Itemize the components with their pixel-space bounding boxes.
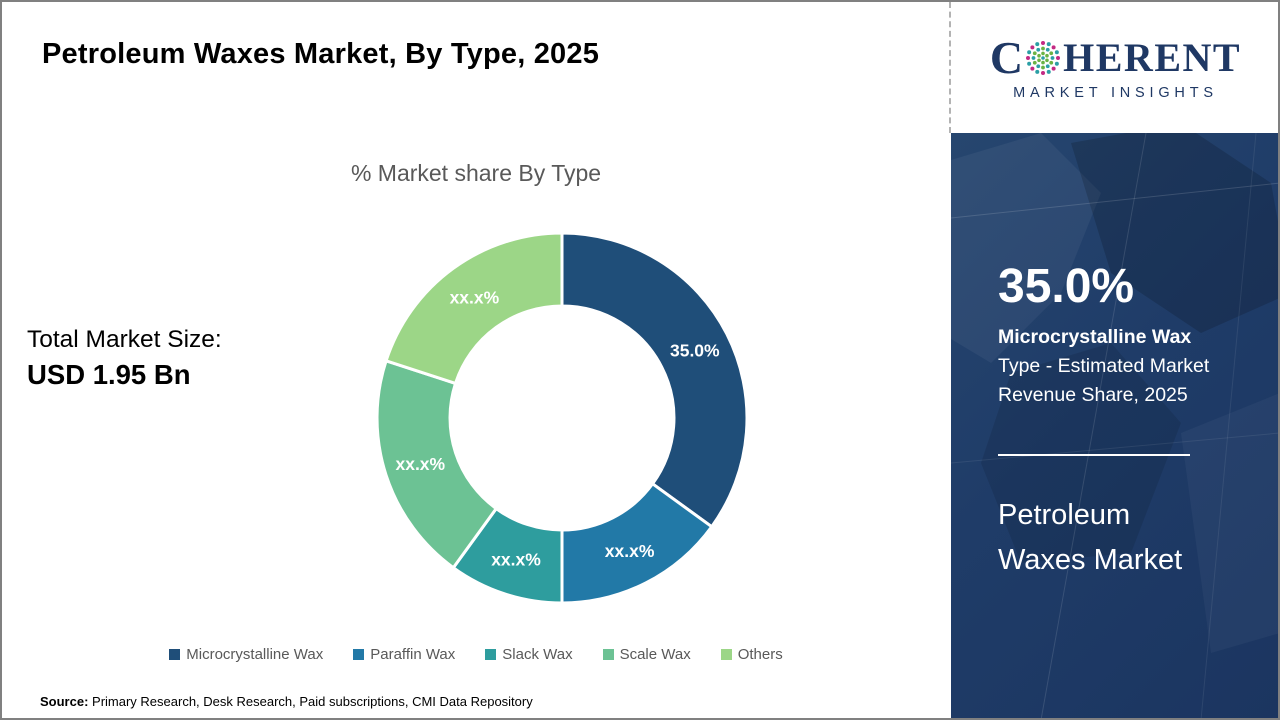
logo-letter-c: C — [989, 31, 1024, 83]
stat-description: Microcrystalline Wax Type - Estimated Ma… — [998, 323, 1209, 410]
total-market-size-label: Total Market Size: — [27, 326, 222, 353]
legend-label: Slack Wax — [502, 646, 573, 663]
legend-item-scale-wax: Scale Wax — [602, 646, 691, 663]
world-map-texture — [951, 133, 1278, 718]
market-name-line2: Waxes Market — [998, 544, 1183, 576]
chart-title: % Market share By Type — [350, 160, 602, 186]
source-line: Source: Primary Research, Desk Research,… — [40, 694, 533, 709]
legend-swatch-icon — [602, 649, 614, 660]
source-text: Primary Research, Desk Research, Paid su… — [88, 694, 533, 709]
logo-subtitle: MARKET INSIGHTS — [1013, 84, 1218, 101]
stat-value: 35.0% — [998, 260, 1135, 313]
source-label: Source: — [40, 694, 89, 709]
company-logo: C HERENT MARKET INSIGHTS — [951, 2, 1278, 133]
donut-segment-microcrystalline-wax — [560, 231, 749, 529]
legend-swatch-icon — [485, 649, 497, 660]
header-divider-dashed — [949, 2, 951, 133]
logo-wordmark: C HERENT — [989, 31, 1242, 83]
donut-segment-scale-wax — [375, 359, 498, 570]
legend-swatch-icon — [169, 649, 181, 660]
market-name-line1: Petroleum — [998, 499, 1131, 531]
legend-label: Others — [737, 646, 783, 663]
sidebar-divider — [998, 454, 1190, 456]
total-market-size-value: USD 1.95 Bn — [27, 359, 191, 390]
stat-description-line1: Microcrystalline Wax — [998, 326, 1192, 348]
logo-wordmark-rest: HERENT — [1063, 34, 1242, 80]
legend-item-microcrystalline-wax: Microcrystalline Wax — [169, 646, 323, 663]
donut-segment-value-scale-wax: xx.x% — [395, 454, 445, 474]
donut-segment-value-slack-wax: xx.x% — [491, 550, 541, 570]
legend-swatch-icon — [720, 649, 732, 660]
legend-label: Scale Wax — [619, 646, 691, 663]
market-name: Petroleum Waxes Market — [998, 493, 1182, 583]
legend-item-paraffin-wax: Paraffin Wax — [353, 646, 455, 663]
chart-legend: Microcrystalline Wax Paraffin Wax Slack Wa… — [2, 646, 950, 663]
legend-label: Paraffin Wax — [370, 646, 456, 663]
donut-segment-value-others: xx.x% — [450, 288, 500, 308]
stat-description-line2: Type - Estimated Market — [998, 355, 1210, 377]
donut-segment-others — [384, 231, 564, 385]
legend-swatch-icon — [353, 649, 365, 660]
logo-globe-icon — [1026, 40, 1061, 75]
donut-segment-value-microcrystalline-wax: 35.0% — [670, 340, 720, 360]
donut-chart: 35.0% xx.x% xx.x% xx.x% xx.x% — [375, 231, 749, 605]
page-title: Petroleum Waxes Market, By Type, 2025 — [42, 38, 600, 70]
total-market-size: Total Market Size: USD 1.95 Bn — [27, 326, 222, 391]
donut-segment-value-paraffin-wax: xx.x% — [605, 541, 655, 561]
stat-description-line3: Revenue Share, 2025 — [998, 384, 1188, 406]
highlight-sidebar: 35.0% Microcrystalline Wax Type - Estima… — [951, 133, 1278, 718]
legend-label: Microcrystalline Wax — [186, 646, 324, 663]
legend-item-slack-wax: Slack Wax — [485, 646, 573, 663]
legend-item-others: Others — [720, 646, 783, 663]
